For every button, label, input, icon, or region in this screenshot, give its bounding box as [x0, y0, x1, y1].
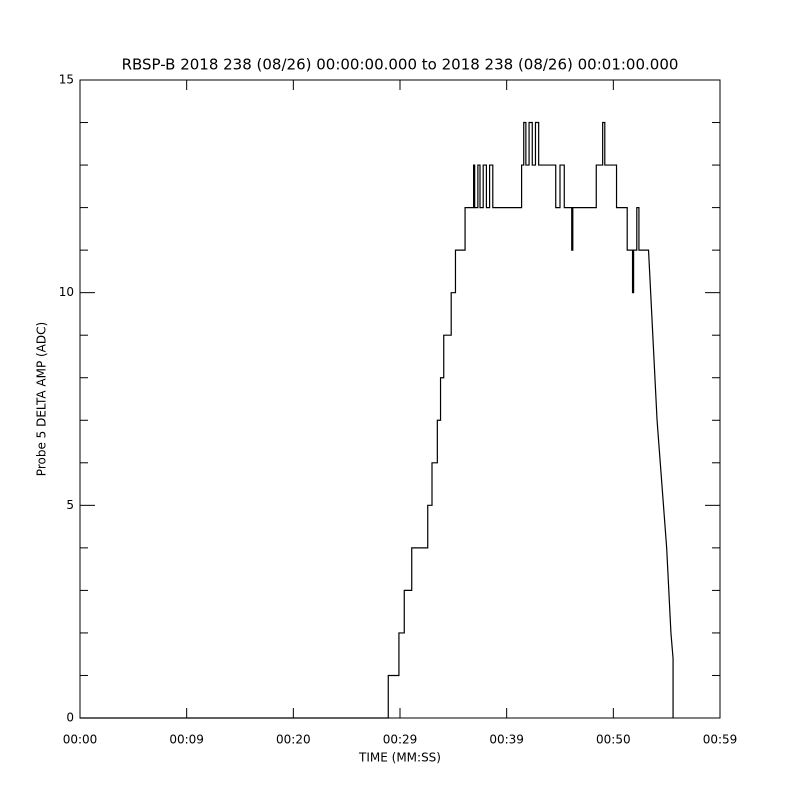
x-tick-label: 00:00: [63, 733, 98, 747]
x-tick-label: 00:50: [596, 733, 631, 747]
x-tick-label: 00:20: [276, 733, 311, 747]
x-tick-label: 00:59: [703, 733, 738, 747]
y-axis-label: Probe 5 DELTA AMP (ADC): [35, 322, 49, 476]
x-tick-label: 00:09: [169, 733, 204, 747]
chart-title: RBSP-B 2018 238 (08/26) 00:00:00.000 to …: [122, 56, 679, 74]
x-axis-label: TIME (MM:SS): [358, 751, 441, 765]
plot-frame: [79, 79, 721, 719]
y-tick-label: 15: [59, 73, 74, 87]
y-tick-label: 5: [66, 498, 74, 512]
x-tick-label: 00:29: [383, 733, 418, 747]
data-line: [80, 121, 674, 719]
y-tick-label: 10: [59, 285, 74, 299]
x-tick-label: 00:39: [489, 733, 524, 747]
y-tick-label: 0: [66, 711, 74, 725]
